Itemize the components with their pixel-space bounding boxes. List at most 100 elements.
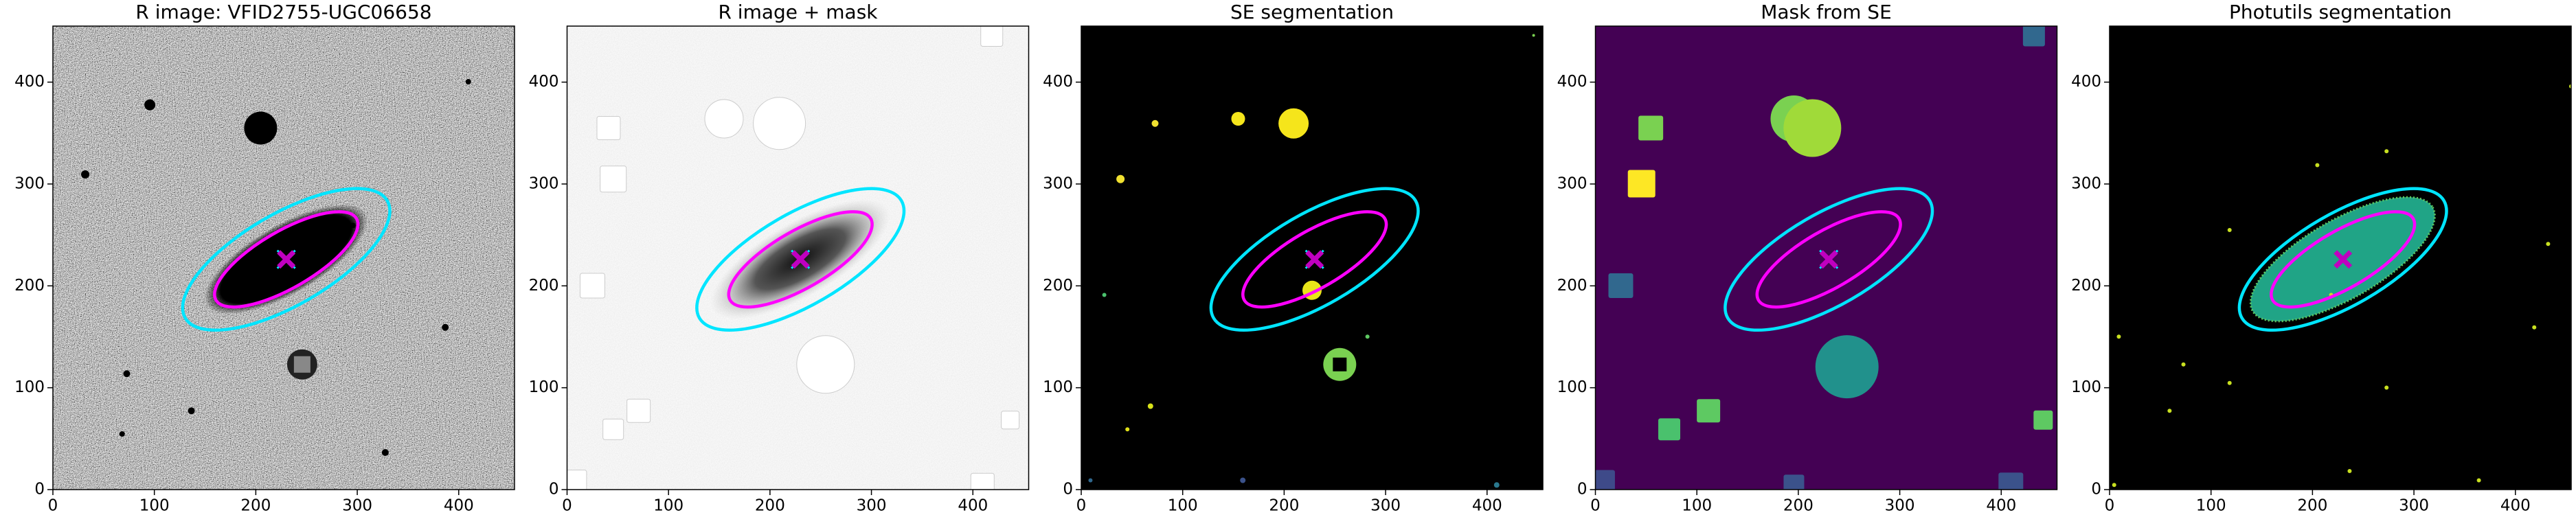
source <box>293 356 310 373</box>
y-tick-label: 400 <box>1043 73 1073 91</box>
y-tick-label: 100 <box>2071 378 2101 396</box>
y-tick-label: 200 <box>1557 277 1588 295</box>
x-tick-label: 0 <box>1590 497 1601 515</box>
x-tick-label: 300 <box>342 497 372 515</box>
y-tick-label: 400 <box>2071 73 2101 91</box>
segment <box>1231 112 1245 126</box>
mask-region <box>1783 474 1805 490</box>
y-tick-label: 300 <box>1557 174 1588 192</box>
y-tick-label: 0 <box>1063 481 1073 499</box>
panel: SE segmentation 0 100 200 300 400 0 100 200 300 40… <box>1043 1 1544 515</box>
panel: Mask from SE 0 100 200 300 400 0 100 200 300 400 <box>1557 1 2058 515</box>
segment-hole <box>1333 357 1347 371</box>
mask-region <box>1608 273 1634 298</box>
x-tick-label: 100 <box>139 497 170 515</box>
segment <box>2167 409 2172 413</box>
x-tick-label: 300 <box>2399 497 2429 515</box>
x-tick-label: 200 <box>1269 497 1299 515</box>
x-tick-label: 400 <box>2500 497 2531 515</box>
segment <box>2227 228 2232 232</box>
axes-frame <box>1594 25 2058 490</box>
image <box>1081 26 1543 490</box>
image-content <box>53 26 515 490</box>
segment <box>1365 334 1370 339</box>
center-marker <box>1819 250 1838 269</box>
panel-title: Mask from SE <box>1761 1 1892 23</box>
mask-region <box>1627 170 1656 198</box>
source <box>350 222 356 229</box>
mask-region <box>2033 410 2053 430</box>
x-tick-label: 400 <box>958 497 988 515</box>
source <box>188 407 195 415</box>
aperture-ellipse <box>162 161 410 358</box>
mask-region <box>1783 99 1842 157</box>
center-marker <box>1305 250 1324 269</box>
aperture-ellipse <box>716 194 885 325</box>
axes-frame <box>566 25 1030 490</box>
mask-region <box>1595 470 1615 490</box>
aperture-ellipse <box>1744 194 1913 325</box>
segment <box>1532 34 1535 37</box>
segment <box>1088 478 1093 483</box>
aperture-ellipse <box>1190 161 1438 358</box>
panel-title: SE segmentation <box>1230 1 1394 23</box>
y-tick-label: 300 <box>2071 174 2101 192</box>
y-tick-label: 0 <box>2091 481 2101 499</box>
segment <box>2384 149 2389 154</box>
segment <box>2532 325 2537 330</box>
y-tick-label: 300 <box>529 174 559 192</box>
mask-region <box>970 472 995 490</box>
segment <box>2384 385 2389 390</box>
x-tick-label: 0 <box>48 497 58 515</box>
image-content <box>1595 26 2057 490</box>
y-tick-label: 100 <box>1557 378 1588 396</box>
y-tick-label: 0 <box>549 481 559 499</box>
source <box>119 431 125 437</box>
mask-region <box>1998 472 2024 490</box>
segment <box>1151 119 1159 127</box>
segment <box>2546 242 2551 247</box>
center-marker <box>791 250 810 269</box>
x-tick-label: 300 <box>1370 497 1401 515</box>
aperture-ellipse <box>2219 161 2467 358</box>
x-tick-label: 400 <box>1986 497 2016 515</box>
segment <box>2347 469 2352 473</box>
source <box>123 370 131 378</box>
mask-region <box>796 335 855 394</box>
y-tick-label: 400 <box>14 73 45 91</box>
axes-frame <box>1081 25 1544 490</box>
x-tick-label: 400 <box>444 497 474 515</box>
x-tick-label: 100 <box>1168 497 1198 515</box>
segment <box>1116 174 1125 183</box>
source <box>442 323 449 331</box>
segment <box>1102 293 1107 297</box>
y-tick-label: 0 <box>34 481 45 499</box>
image <box>53 26 515 490</box>
panel-title: Photutils segmentation <box>2229 1 2452 23</box>
mask-region <box>626 398 651 423</box>
mask-region <box>602 418 624 440</box>
source <box>81 170 90 179</box>
mask-region <box>1001 411 1020 430</box>
x-tick-label: 0 <box>562 497 572 515</box>
x-tick-label: 300 <box>1885 497 1915 515</box>
image <box>2110 26 2571 490</box>
mask-region <box>579 273 605 299</box>
image <box>567 26 1029 490</box>
x-tick-label: 0 <box>1076 497 1087 515</box>
x-tick-label: 200 <box>755 497 785 515</box>
aperture-ellipse <box>202 194 371 325</box>
segment <box>1125 427 1130 432</box>
y-tick-label: 100 <box>1043 378 1073 396</box>
source <box>144 99 156 111</box>
segment <box>2112 483 2116 488</box>
panel: R image: VFID2755-UGC06658 0 100 200 300 400 0… <box>14 1 515 515</box>
aperture-ellipse <box>677 161 925 358</box>
y-tick-label: 300 <box>1043 174 1073 192</box>
mask-region <box>1658 418 1681 441</box>
axes-frame <box>2109 25 2572 490</box>
y-tick-label: 0 <box>1577 481 1588 499</box>
x-tick-label: 200 <box>240 497 271 515</box>
y-tick-label: 200 <box>1043 277 1073 295</box>
